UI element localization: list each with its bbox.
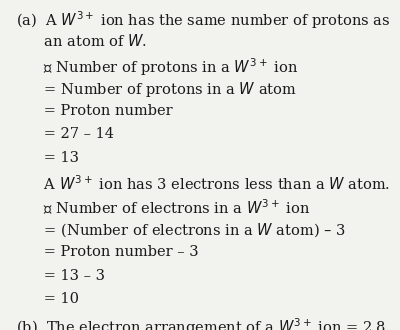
Text: = (Number of electrons in a $W$ atom) – 3: = (Number of electrons in a $W$ atom) – …: [16, 222, 346, 239]
Text: = 27 – 14: = 27 – 14: [16, 127, 114, 141]
Text: ∴ Number of electrons in a $W^{3+}$ ion: ∴ Number of electrons in a $W^{3+}$ ion: [16, 198, 310, 217]
Text: (b)  The electron arrangement of a $W^{3+}$ ion = 2.8.: (b) The electron arrangement of a $W^{3+…: [16, 316, 390, 330]
Text: = Proton number – 3: = Proton number – 3: [16, 245, 199, 259]
Text: ∴ Number of protons in a $W^{3+}$ ion: ∴ Number of protons in a $W^{3+}$ ion: [16, 56, 298, 78]
Text: = Number of protons in a $W$ atom: = Number of protons in a $W$ atom: [16, 80, 297, 99]
Text: = 10: = 10: [16, 292, 79, 306]
Text: an atom of $W$.: an atom of $W$.: [16, 33, 147, 49]
Text: (a)  A $W^{3+}$ ion has the same number of protons as: (a) A $W^{3+}$ ion has the same number o…: [16, 9, 390, 31]
Text: = 13 – 3: = 13 – 3: [16, 269, 105, 283]
Text: = Proton number: = Proton number: [16, 104, 173, 117]
Text: A $W^{3+}$ ion has 3 electrons less than a $W$ atom.: A $W^{3+}$ ion has 3 electrons less than…: [16, 174, 390, 193]
Text: = 13: = 13: [16, 151, 79, 165]
